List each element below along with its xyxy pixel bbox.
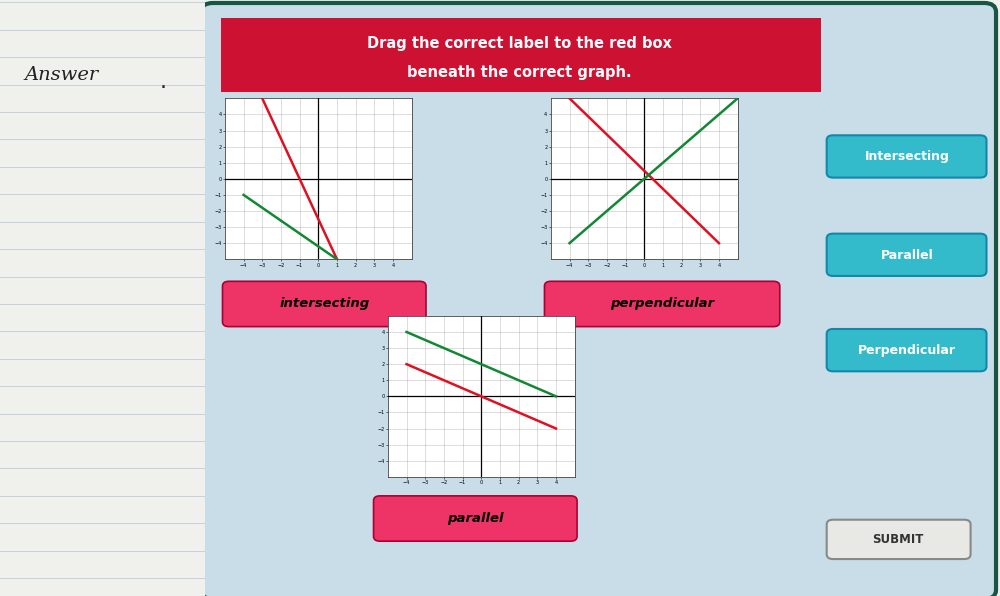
FancyBboxPatch shape: [374, 496, 577, 541]
FancyBboxPatch shape: [544, 281, 780, 327]
Text: parallel: parallel: [447, 512, 504, 525]
Text: Parallel: Parallel: [881, 249, 933, 262]
Text: Intersecting: Intersecting: [865, 150, 949, 163]
Text: Drag the correct label to the red box: Drag the correct label to the red box: [367, 36, 671, 51]
FancyBboxPatch shape: [827, 234, 986, 276]
FancyBboxPatch shape: [827, 329, 986, 371]
FancyBboxPatch shape: [201, 3, 996, 596]
Text: beneath the correct graph.: beneath the correct graph.: [407, 65, 631, 80]
FancyBboxPatch shape: [827, 135, 986, 178]
Text: .: .: [160, 72, 167, 92]
Text: SUBMIT: SUBMIT: [873, 533, 924, 546]
Text: Perpendicular: Perpendicular: [858, 344, 956, 357]
FancyBboxPatch shape: [827, 520, 971, 559]
Text: Answer: Answer: [25, 66, 99, 83]
FancyBboxPatch shape: [222, 281, 426, 327]
Bar: [221, 18, 821, 92]
Text: perpendicular: perpendicular: [610, 297, 714, 311]
Text: intersecting: intersecting: [279, 297, 369, 311]
